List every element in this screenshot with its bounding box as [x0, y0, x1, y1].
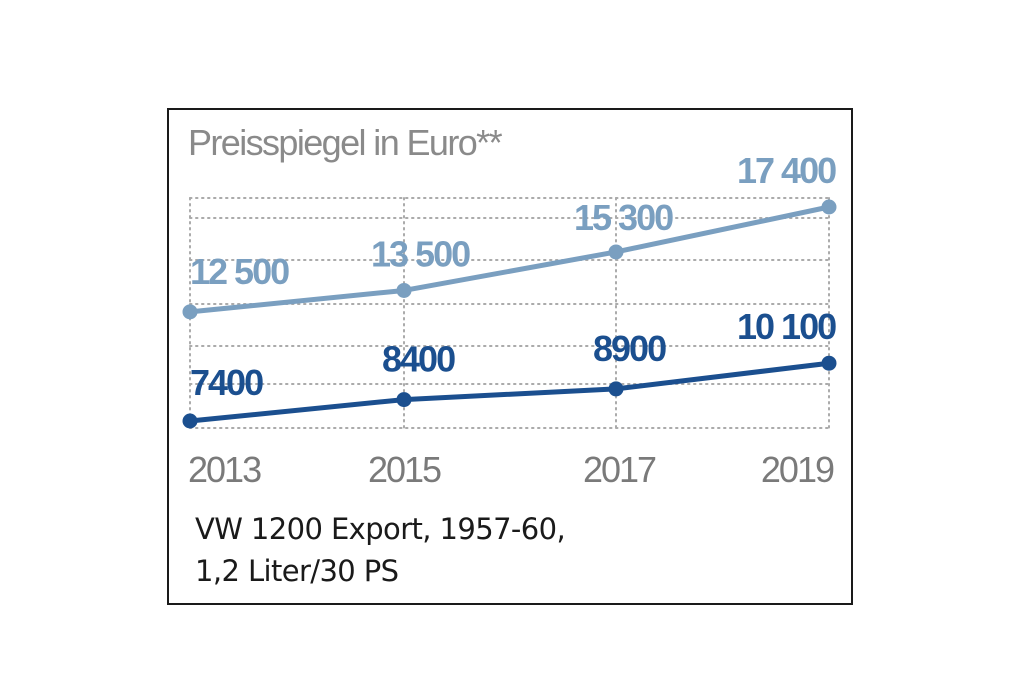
data-point	[608, 244, 624, 260]
caption-line-2: 1,2 Liter/30 PS	[195, 554, 399, 588]
x-tick-label: 2015	[368, 449, 441, 490]
x-axis-ticks: 2013 2015 2017 2019	[188, 449, 836, 490]
data-label: 17 400	[737, 150, 836, 191]
data-label: 12 500	[190, 251, 289, 292]
data-point	[608, 381, 624, 397]
data-label: 7400	[190, 362, 263, 403]
series-2: 7400 8400 8900 10 100	[182, 306, 838, 429]
data-point	[396, 392, 412, 408]
chart-frame	[167, 108, 853, 605]
series-line	[187, 360, 832, 424]
x-tick-label: 2013	[188, 449, 261, 490]
data-point	[821, 199, 837, 215]
x-tick-label: 2019	[761, 449, 834, 490]
caption-line-1: VW 1200 Export, 1957-60,	[195, 512, 566, 546]
data-point	[182, 413, 198, 429]
series-1: 12 500 13 500 15 300 17 400	[182, 150, 838, 320]
data-label: 15 300	[574, 197, 673, 238]
data-label: 13 500	[371, 233, 470, 274]
x-tick-label: 2017	[583, 449, 656, 490]
data-point	[182, 304, 198, 320]
data-point	[396, 282, 412, 298]
data-label: 8400	[382, 339, 455, 380]
chart-title: Preisspiegel in Euro**	[188, 122, 503, 163]
data-label: 8900	[593, 328, 666, 369]
data-point	[821, 355, 837, 371]
series-line	[187, 204, 832, 315]
data-label: 10 100	[737, 306, 836, 347]
series-layer: 12 500 13 500 15 300 17 400 7400 8400 8900 10 1…	[182, 150, 838, 429]
chart-caption: VW 1200 Export, 1957-60, 1,2 Liter/30 PS	[195, 508, 566, 592]
